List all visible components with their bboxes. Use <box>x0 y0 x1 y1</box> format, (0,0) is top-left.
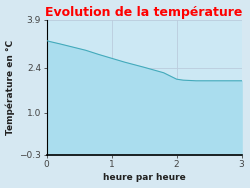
X-axis label: heure par heure: heure par heure <box>103 174 186 182</box>
Y-axis label: Température en °C: Température en °C <box>6 40 15 135</box>
Title: Evolution de la température: Evolution de la température <box>46 6 243 19</box>
